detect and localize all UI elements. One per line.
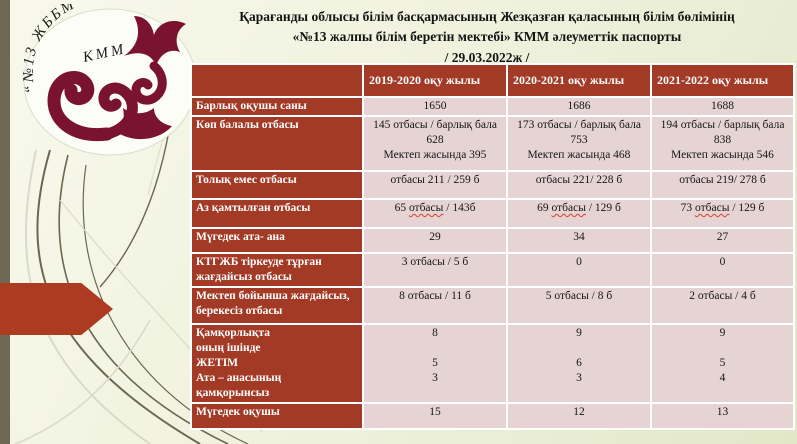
table-cell: 3 отбасы / 5 б [362, 252, 508, 288]
table-cell: 34 [506, 227, 652, 254]
slide-title: Қарағанды облысы білім басқармасының Жез… [182, 7, 792, 68]
table-cell: отбасы 219/ 278 б [650, 170, 795, 200]
row-label: Қамқорлықта оның ішінде ЖЕТІМ Ата – анас… [190, 323, 364, 404]
table-cell: 65 отбасы / 143б [362, 198, 508, 229]
row-label: КТГЖБ тіркеуде тұрған жағдайсыз отбасы [190, 252, 364, 288]
table-cell: 73 отбасы / 129 б [650, 198, 795, 229]
row-label: Толық емес отбасы [190, 170, 364, 200]
social-passport-table: 2019-2020 оқу жылы 2020-2021 оқу жылы 20… [190, 63, 795, 430]
table-row: Мектеп бойынша жағдайсыз, берекесіз отба… [190, 286, 795, 325]
row-label: Мүгедек ата- ана [190, 227, 364, 254]
table-cell: 13 [650, 402, 795, 430]
spellcheck-word: отбасы [695, 202, 730, 214]
table-cell: 1686 [506, 96, 652, 117]
table-cell: 29 [362, 227, 508, 254]
title-line-3: / 29.03.2022ж / [444, 49, 530, 65]
table-cell: 1688 [650, 96, 795, 117]
table-row: Мүгедек оқушы 15 12 13 [190, 402, 795, 430]
year-column-header-2021: 2021-2022 оқу жылы [650, 63, 795, 98]
table-row: Көп балалы отбасы 145 отбасы / барлық ба… [190, 115, 795, 172]
table-cell: 0 [650, 252, 795, 288]
table-cell: 27 [650, 227, 795, 254]
cell-text: 65 [394, 202, 409, 214]
table-cell: 12 [506, 402, 652, 430]
table-cell: 173 отбасы / барлық бала 753 Мектеп жасы… [506, 115, 652, 172]
table-cell: 8 отбасы / 11 б [362, 286, 508, 325]
table-cell: отбасы 211 / 259 б [362, 170, 508, 200]
corner-header-cell [190, 63, 364, 98]
cell-text: 69 [537, 202, 552, 214]
table-row: Барлық оқушы саны 1650 1686 1688 [190, 96, 795, 117]
row-label: Мүгедек оқушы [190, 402, 364, 430]
school-logo: “№13 ЖББМ” КММ [21, 4, 197, 156]
table-row: КТГЖБ тіркеуде тұрған жағдайсыз отбасы 3… [190, 252, 795, 288]
row-label: Барлық оқушы саны [190, 96, 364, 117]
red-arrow-shape [0, 283, 113, 335]
table-cell: 9 5 4 [650, 323, 795, 404]
table-cell: 1650 [362, 96, 508, 117]
table-cell: 194 отбасы / барлық бала 838 Мектеп жасы… [650, 115, 795, 172]
row-label: Аз қамтылған отбасы [190, 198, 364, 229]
cell-text: / 129 б [585, 202, 621, 214]
title-line-1: Қарағанды облысы білім басқармасының Жез… [239, 9, 735, 24]
logo-ornament [47, 16, 186, 142]
table-cell: 2 отбасы / 4 б [650, 286, 795, 325]
table-row: Қамқорлықта оның ішінде ЖЕТІМ Ата – анас… [190, 323, 795, 404]
spellcheck-word: отбасы [408, 202, 444, 214]
table-row: Толық емес отбасы отбасы 211 / 259 б отб… [190, 170, 795, 200]
spellcheck-word: отбасы [551, 202, 586, 214]
cell-text: 73 [680, 202, 696, 214]
left-edge-stripe [0, 0, 10, 444]
table-cell: 8 5 3 [362, 323, 508, 404]
year-column-header-2020: 2020-2021 оқу жылы [506, 63, 652, 98]
year-column-header-2019: 2019-2020 оқу жылы [362, 63, 508, 98]
table-cell: 69 отбасы / 129 б [506, 198, 652, 229]
title-line-2: «№13 жалпы білім беретін мектебі» КММ әл… [292, 29, 682, 45]
table-header-row: 2019-2020 оқу жылы 2020-2021 оқу жылы 20… [190, 63, 795, 98]
table-cell: 15 [362, 402, 508, 430]
table-row: Аз қамтылған отбасы 65 отбасы / 143б 69 … [190, 198, 795, 229]
cell-text: / 143б [443, 202, 476, 214]
table-cell: отбасы 221/ 228 б [506, 170, 652, 200]
table-cell: 5 отбасы / 8 б [506, 286, 652, 325]
table-cell: 9 6 3 [506, 323, 652, 404]
row-label: Мектеп бойынша жағдайсыз, берекесіз отба… [190, 286, 364, 325]
table-cell: 145 отбасы / барлық бала 628 Мектеп жасы… [362, 115, 508, 172]
table-cell: 0 [506, 252, 652, 288]
table-row: Мүгедек ата- ана 29 34 27 [190, 227, 795, 254]
cell-text: / 129 б [729, 202, 765, 214]
row-label: Көп балалы отбасы [190, 115, 364, 172]
